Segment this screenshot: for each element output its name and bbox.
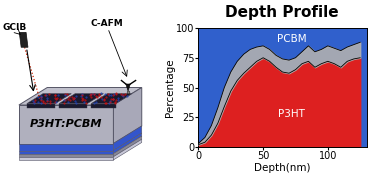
Polygon shape (113, 88, 142, 144)
Polygon shape (19, 154, 113, 157)
Polygon shape (19, 144, 113, 150)
Polygon shape (19, 105, 113, 144)
Text: GCIB: GCIB (3, 23, 27, 32)
Polygon shape (126, 84, 130, 91)
Polygon shape (27, 94, 71, 104)
Polygon shape (113, 133, 142, 154)
Text: Depth Profile: Depth Profile (225, 5, 338, 20)
Polygon shape (59, 104, 87, 108)
X-axis label: Depth(nm): Depth(nm) (254, 163, 311, 173)
Text: P3HT:PCBM: P3HT:PCBM (30, 119, 102, 129)
Polygon shape (19, 88, 142, 105)
Polygon shape (19, 150, 113, 154)
Polygon shape (19, 157, 113, 160)
Y-axis label: Percentage: Percentage (164, 58, 175, 117)
Polygon shape (113, 126, 142, 150)
Text: P3HT: P3HT (278, 109, 305, 119)
Polygon shape (59, 94, 104, 104)
Polygon shape (19, 32, 28, 47)
Polygon shape (91, 104, 116, 108)
Polygon shape (27, 104, 55, 108)
Text: C-AFM: C-AFM (91, 19, 124, 28)
Polygon shape (91, 94, 132, 104)
Polygon shape (113, 136, 142, 157)
Polygon shape (113, 139, 142, 160)
Text: PCBM: PCBM (277, 34, 307, 44)
